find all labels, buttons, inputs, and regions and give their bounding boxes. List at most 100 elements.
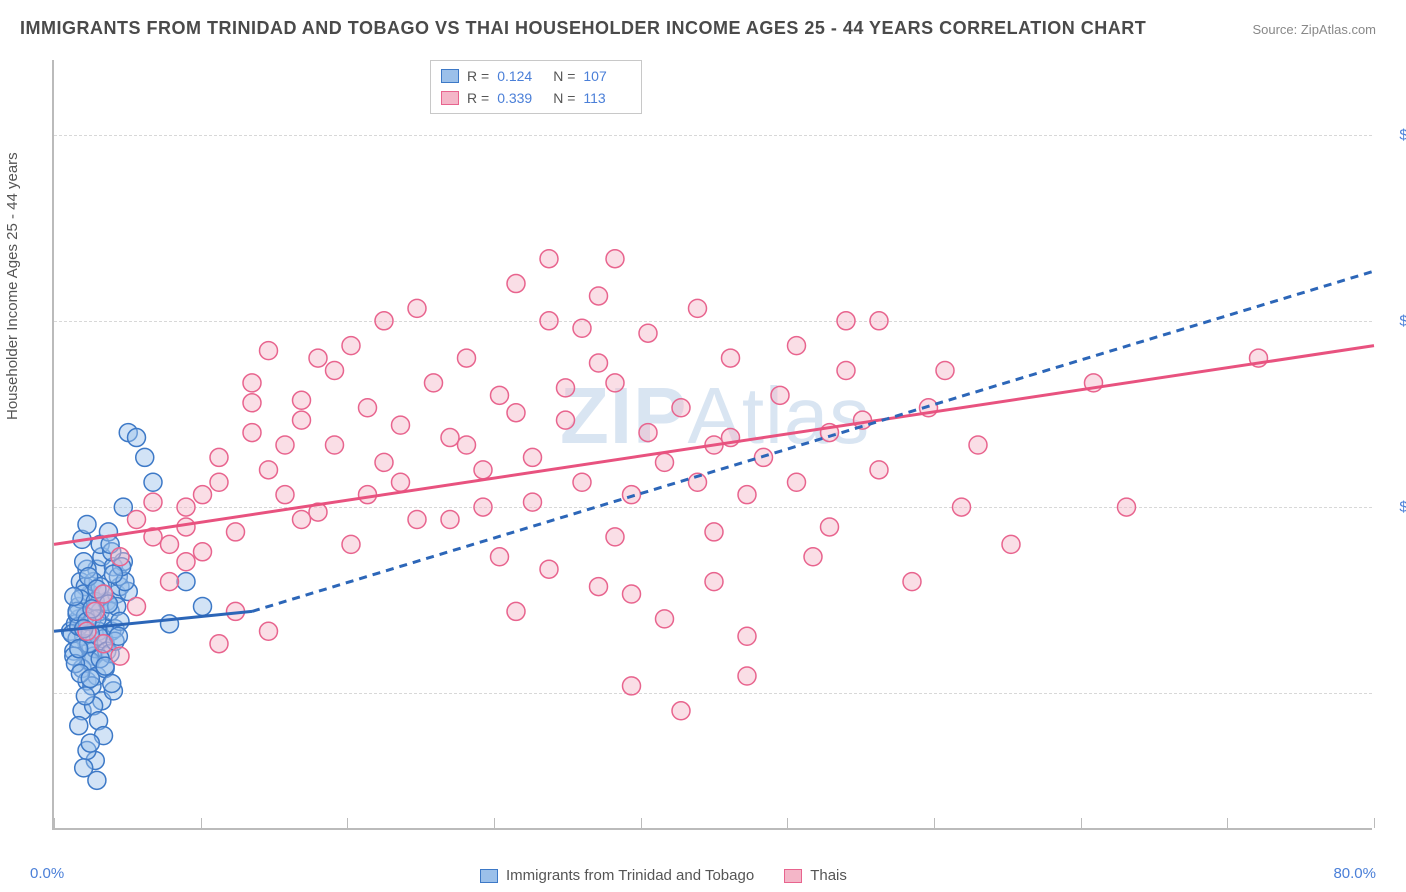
- data-point-pink: [375, 453, 393, 471]
- r-value-pink: 0.339: [497, 87, 545, 109]
- data-point-pink: [804, 548, 822, 566]
- data-point-pink: [705, 573, 723, 591]
- correlation-legend: R = 0.124 N = 107 R = 0.339 N = 113: [430, 60, 642, 114]
- data-point-pink: [606, 528, 624, 546]
- data-point-pink: [738, 486, 756, 504]
- data-point-pink: [788, 473, 806, 491]
- data-point-pink: [375, 312, 393, 330]
- data-point-pink: [540, 560, 558, 578]
- data-point-pink: [95, 585, 113, 603]
- data-point-pink: [524, 493, 542, 511]
- data-point-pink: [161, 535, 179, 553]
- data-point-pink: [656, 453, 674, 471]
- data-point-pink: [672, 702, 690, 720]
- data-point-pink: [722, 349, 740, 367]
- data-point-pink: [392, 473, 410, 491]
- data-point-pink: [78, 622, 96, 640]
- data-point-pink: [194, 543, 212, 561]
- data-point-pink: [837, 312, 855, 330]
- data-point-pink: [276, 486, 294, 504]
- data-point-blue: [81, 734, 99, 752]
- data-point-pink: [639, 424, 657, 442]
- data-point-blue: [104, 565, 122, 583]
- n-label: N =: [553, 87, 575, 109]
- data-point-pink: [441, 429, 459, 447]
- data-point-pink: [821, 518, 839, 536]
- data-point-pink: [1118, 498, 1136, 516]
- data-point-pink: [210, 448, 228, 466]
- data-point-pink: [260, 622, 278, 640]
- data-point-pink: [309, 349, 327, 367]
- data-point-pink: [623, 677, 641, 695]
- data-point-pink: [293, 511, 311, 529]
- data-point-pink: [738, 627, 756, 645]
- y-tick-label: $300,000: [1382, 126, 1406, 143]
- data-point-pink: [590, 287, 608, 305]
- data-point-pink: [557, 411, 575, 429]
- data-point-pink: [441, 511, 459, 529]
- data-point-pink: [161, 573, 179, 591]
- data-point-pink: [95, 635, 113, 653]
- data-point-pink: [573, 473, 591, 491]
- data-point-pink: [86, 602, 104, 620]
- data-point-pink: [227, 523, 245, 541]
- data-point-pink: [359, 486, 377, 504]
- data-point-pink: [474, 498, 492, 516]
- r-value-blue: 0.124: [497, 65, 545, 87]
- data-point-pink: [260, 461, 278, 479]
- data-point-pink: [210, 473, 228, 491]
- plot-frame: $75,000$150,000$225,000$300,000: [52, 60, 1372, 830]
- data-point-pink: [507, 404, 525, 422]
- x-tick: [1374, 818, 1375, 828]
- data-point-pink: [969, 436, 987, 454]
- series-legend: Immigrants from Trinidad and Tobago Thai…: [480, 867, 847, 884]
- y-axis-label: Householder Income Ages 25 - 44 years: [4, 152, 21, 420]
- data-point-pink: [111, 548, 129, 566]
- data-point-pink: [903, 573, 921, 591]
- data-point-pink: [705, 523, 723, 541]
- legend-label-pink: Thais: [810, 867, 847, 884]
- data-point-pink: [243, 374, 261, 392]
- data-point-blue: [81, 669, 99, 687]
- data-point-pink: [557, 379, 575, 397]
- data-point-pink: [573, 319, 591, 337]
- legend-row-pink: R = 0.339 N = 113: [441, 87, 631, 109]
- data-point-pink: [177, 518, 195, 536]
- data-point-blue: [103, 674, 121, 692]
- data-point-pink: [689, 299, 707, 317]
- plot-svg: [54, 60, 1372, 828]
- data-point-pink: [606, 250, 624, 268]
- data-point-blue: [177, 573, 195, 591]
- data-point-pink: [953, 498, 971, 516]
- swatch-blue: [441, 69, 459, 83]
- data-point-pink: [326, 436, 344, 454]
- data-point-pink: [276, 436, 294, 454]
- swatch-pink: [784, 869, 802, 883]
- data-point-pink: [656, 610, 674, 628]
- legend-label-blue: Immigrants from Trinidad and Tobago: [506, 867, 754, 884]
- data-point-pink: [788, 337, 806, 355]
- legend-item-pink: Thais: [784, 867, 847, 884]
- data-point-pink: [128, 511, 146, 529]
- data-point-blue: [144, 473, 162, 491]
- data-point-pink: [392, 416, 410, 434]
- data-point-pink: [590, 354, 608, 372]
- data-point-pink: [491, 386, 509, 404]
- data-point-pink: [425, 374, 443, 392]
- chart-title: IMMIGRANTS FROM TRINIDAD AND TOBAGO VS T…: [20, 18, 1146, 39]
- data-point-blue: [194, 597, 212, 615]
- data-point-pink: [837, 361, 855, 379]
- y-tick-label: $75,000: [1382, 685, 1406, 702]
- swatch-pink: [441, 91, 459, 105]
- data-point-pink: [260, 342, 278, 360]
- data-point-pink: [128, 597, 146, 615]
- data-point-pink: [342, 535, 360, 553]
- data-point-pink: [540, 312, 558, 330]
- data-point-pink: [623, 486, 641, 504]
- data-point-pink: [672, 399, 690, 417]
- data-point-blue: [161, 615, 179, 633]
- data-point-pink: [111, 647, 129, 665]
- data-point-pink: [507, 275, 525, 293]
- data-point-blue: [70, 640, 88, 658]
- data-point-pink: [458, 436, 476, 454]
